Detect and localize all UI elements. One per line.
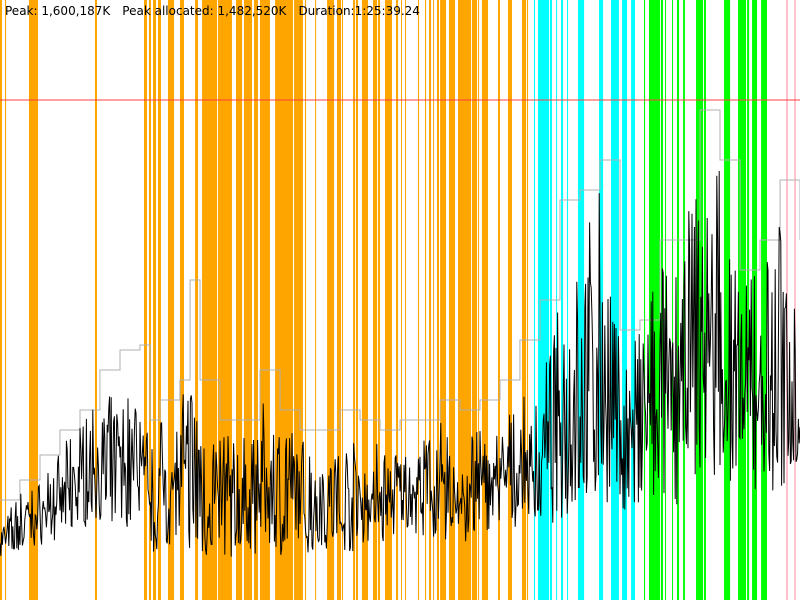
gc-band-orange (417, 0, 420, 600)
gc-band-orange (143, 0, 147, 600)
gc-band-orange (429, 0, 432, 600)
gc-band-green (672, 0, 674, 600)
gc-band-orange (377, 0, 380, 600)
gc-band-green (747, 0, 750, 600)
gc-band-cyan (566, 0, 569, 600)
gc-band-orange (353, 0, 356, 600)
gc-band-orange (254, 0, 258, 600)
gc-band-orange (148, 0, 152, 600)
gc-band-orange (342, 0, 344, 600)
peak-allocated-label: Peak allocated: 1,482,520K (122, 4, 287, 18)
gc-band-orange (167, 0, 175, 600)
gc-band-green (696, 0, 704, 600)
gc-band-orange (179, 0, 185, 600)
stats-header: Peak: 1,600,187K Peak allocated: 1,482,52… (5, 4, 432, 18)
gc-band-orange (337, 0, 342, 600)
gc-band-orange (471, 0, 477, 600)
gc-band-green (677, 0, 680, 600)
gc-band-orange (294, 0, 303, 600)
gc-band-orange (372, 0, 378, 600)
gc-band-orange (259, 0, 270, 600)
gc-band-orange (195, 0, 199, 600)
gc-band-cyan (622, 0, 628, 600)
gc-band-green (761, 0, 767, 600)
gc-band-green (665, 0, 667, 600)
gc-band-green (648, 0, 661, 600)
gc-band-orange (28, 0, 38, 600)
gc-band-orange (327, 0, 335, 600)
gc-band-cyan (533, 0, 536, 600)
gc-band-orange (440, 0, 447, 600)
gc-band-cyan (611, 0, 619, 600)
gc-band-orange (153, 0, 156, 600)
gc-band-cyan (599, 0, 604, 600)
gc-band-orange (457, 0, 472, 600)
gc-band-orange (94, 0, 97, 600)
gc-band-orange (405, 0, 407, 600)
gc-band-orange (158, 0, 161, 600)
gc-band-green (738, 0, 746, 600)
gc-band-orange (481, 0, 489, 600)
gc-band-orange (526, 0, 529, 600)
used-series-line (0, 170, 800, 557)
gc-band-orange (436, 0, 439, 600)
gc-band-orange (424, 0, 427, 600)
gc-band-orange (243, 0, 253, 600)
gc-band-orange (478, 0, 480, 600)
gc-band-orange (356, 0, 359, 600)
gc-band-green (724, 0, 731, 600)
gc-band-orange (396, 0, 399, 600)
gc-band-orange (0, 0, 3, 600)
duration-label: Duration:1:25:39.24 (298, 4, 420, 18)
gc-band-orange (315, 0, 317, 600)
gc-band-pink (794, 0, 796, 600)
gc-band-orange (401, 0, 403, 600)
gc-band-pink (785, 0, 789, 600)
gc-band-cyan (578, 0, 585, 600)
gc-band-orange (448, 0, 456, 600)
gc-band-orange (384, 0, 392, 600)
gc-band-orange (521, 0, 527, 600)
gc-band-orange (275, 0, 293, 600)
gc-band-orange (304, 0, 307, 600)
gc-band-cyan (561, 0, 564, 600)
gc-band-orange (235, 0, 243, 600)
gc-band-cyan (631, 0, 635, 600)
peak-label: Peak: 1,600,187K (5, 4, 111, 18)
gc-band-orange (497, 0, 501, 600)
allocated-series-line (0, 109, 800, 501)
gc-band-orange (507, 0, 513, 600)
gc-band-orange (433, 0, 435, 600)
gc-band-orange (4, 0, 7, 600)
gc-band-green (644, 0, 646, 600)
gc-band-orange (361, 0, 369, 600)
gc-band-green (703, 0, 706, 600)
